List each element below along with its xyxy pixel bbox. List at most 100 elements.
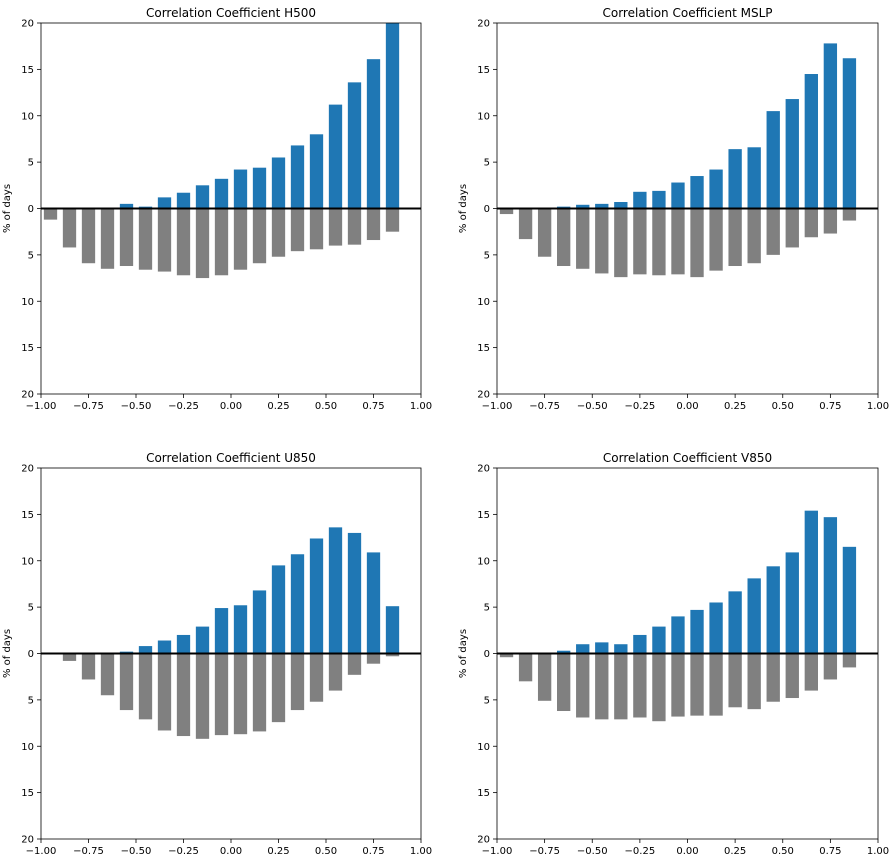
bar-negative-6: [138, 653, 153, 720]
y-tick-label: 10: [21, 556, 34, 567]
bar-negative-16: [785, 653, 799, 699]
bar-negative-2: [518, 208, 533, 240]
x-tick-label: 0.00: [220, 846, 242, 857]
bar-positive-19: [842, 58, 857, 209]
bar-positive-19: [385, 23, 400, 209]
bar-positive-6: [138, 646, 153, 654]
y-axis-label: % of days: [2, 629, 13, 678]
x-tick-label: 0.25: [724, 401, 746, 412]
y-tick-label: 20: [477, 390, 490, 401]
bar-positive-8: [633, 191, 647, 209]
bar-positive-8: [176, 192, 191, 209]
bar-negative-7: [614, 653, 628, 720]
bar-positive-14: [747, 578, 761, 654]
y-tick-label: 10: [21, 111, 34, 122]
y-tick-label: 5: [484, 250, 490, 261]
bar-negative-17: [804, 208, 818, 238]
bar-positive-15: [309, 134, 324, 209]
bar-negative-3: [537, 653, 552, 701]
bar-positive-16: [785, 99, 799, 209]
chart-panel-4: −1.00 −0.75 −0.50 −0.25 0.00 0.25 0.50 0.75 1.00…: [458, 451, 889, 857]
bar-positive-16: [785, 552, 799, 654]
x-tick-label: 0.50: [315, 401, 337, 412]
x-tick-label: −1.00: [482, 846, 513, 857]
bar-negative-4: [100, 653, 115, 696]
bar-negative-3: [81, 653, 96, 680]
y-tick-label: 15: [477, 788, 490, 799]
chart-panel-3: −1.00 −0.75 −0.50 −0.25 0.00 0.25 0.50 0.75 1.00…: [2, 451, 432, 857]
bar-negative-11: [690, 208, 704, 278]
bar-negative-1: [499, 653, 514, 658]
x-tick-label: 0.75: [362, 846, 384, 857]
bar-positive-6: [595, 203, 609, 209]
bar-positive-7: [157, 640, 172, 654]
bar-positive-15: [766, 111, 780, 209]
y-tick-label: 0: [28, 204, 34, 215]
x-tick-label: 0.00: [676, 401, 698, 412]
chart-title: Correlation Coefficient U850: [146, 451, 316, 465]
bar-positive-7: [614, 644, 628, 654]
y-tick-label: 10: [477, 556, 490, 567]
x-tick-label: 0.75: [819, 846, 841, 857]
bar-negative-12: [252, 208, 267, 264]
bar-positive-9: [195, 626, 210, 654]
x-tick-label: −0.25: [168, 846, 199, 857]
bar-negative-8: [633, 653, 647, 718]
x-tick-label: 0.50: [772, 846, 794, 857]
x-tick-label: 0.50: [772, 401, 794, 412]
x-tick-label: −0.25: [168, 401, 199, 412]
bar-positive-11: [690, 609, 704, 654]
bar-negative-15: [766, 208, 780, 255]
y-axis-label: % of days: [458, 184, 469, 233]
y-axis-label: % of days: [2, 184, 13, 233]
bar-negative-2: [62, 208, 77, 248]
bar-positive-14: [290, 145, 305, 209]
bar-negative-6: [138, 208, 153, 270]
chart-panel-2: −1.00 −0.75 −0.50 −0.25 0.00 0.25 0.50 0.75 1.00…: [458, 6, 889, 412]
bar-negative-3: [81, 208, 96, 264]
bar-negative-16: [328, 208, 343, 246]
y-tick-label: 5: [484, 158, 490, 169]
bar-negative-18: [366, 653, 381, 664]
bar-negative-12: [252, 653, 267, 732]
bar-negative-3: [537, 208, 552, 257]
bar-negative-13: [271, 208, 286, 257]
bar-negative-15: [309, 208, 324, 250]
bar-negative-10: [214, 653, 229, 736]
bar-negative-9: [195, 208, 210, 279]
bar-positive-16: [328, 527, 343, 654]
y-tick-label: 20: [21, 390, 34, 401]
bar-negative-9: [652, 653, 666, 722]
x-tick-label: 0.25: [267, 846, 289, 857]
y-tick-label: 20: [21, 464, 34, 475]
y-tick-label: 15: [21, 65, 34, 76]
bar-negative-5: [576, 208, 590, 269]
bar-positive-10: [671, 616, 685, 654]
bar-negative-14: [290, 208, 305, 252]
bar-positive-12: [709, 602, 723, 654]
bar-positive-15: [766, 566, 780, 654]
bar-negative-1: [43, 208, 58, 220]
bar-positive-17: [804, 74, 818, 209]
bar-negative-5: [119, 208, 134, 267]
x-tick-label: 1.00: [867, 846, 889, 857]
y-tick-label: 15: [21, 510, 34, 521]
x-tick-label: −0.75: [529, 846, 560, 857]
bar-positive-17: [804, 510, 818, 654]
y-tick-label: 5: [28, 603, 34, 614]
bar-negative-16: [328, 653, 343, 691]
bar-positive-9: [195, 185, 210, 209]
bar-negative-1: [499, 208, 514, 215]
bar-negative-4: [557, 653, 571, 712]
bar-positive-5: [119, 203, 134, 209]
bar-negative-18: [823, 208, 838, 234]
bar-positive-16: [328, 104, 343, 209]
y-tick-label: 10: [477, 297, 490, 308]
x-tick-label: −0.75: [73, 846, 104, 857]
bar-negative-12: [709, 208, 723, 271]
bar-negative-10: [671, 653, 685, 717]
x-tick-label: −1.00: [482, 401, 513, 412]
bar-negative-5: [576, 653, 590, 718]
x-tick-label: 1.00: [410, 846, 432, 857]
bar-negative-7: [157, 653, 172, 731]
